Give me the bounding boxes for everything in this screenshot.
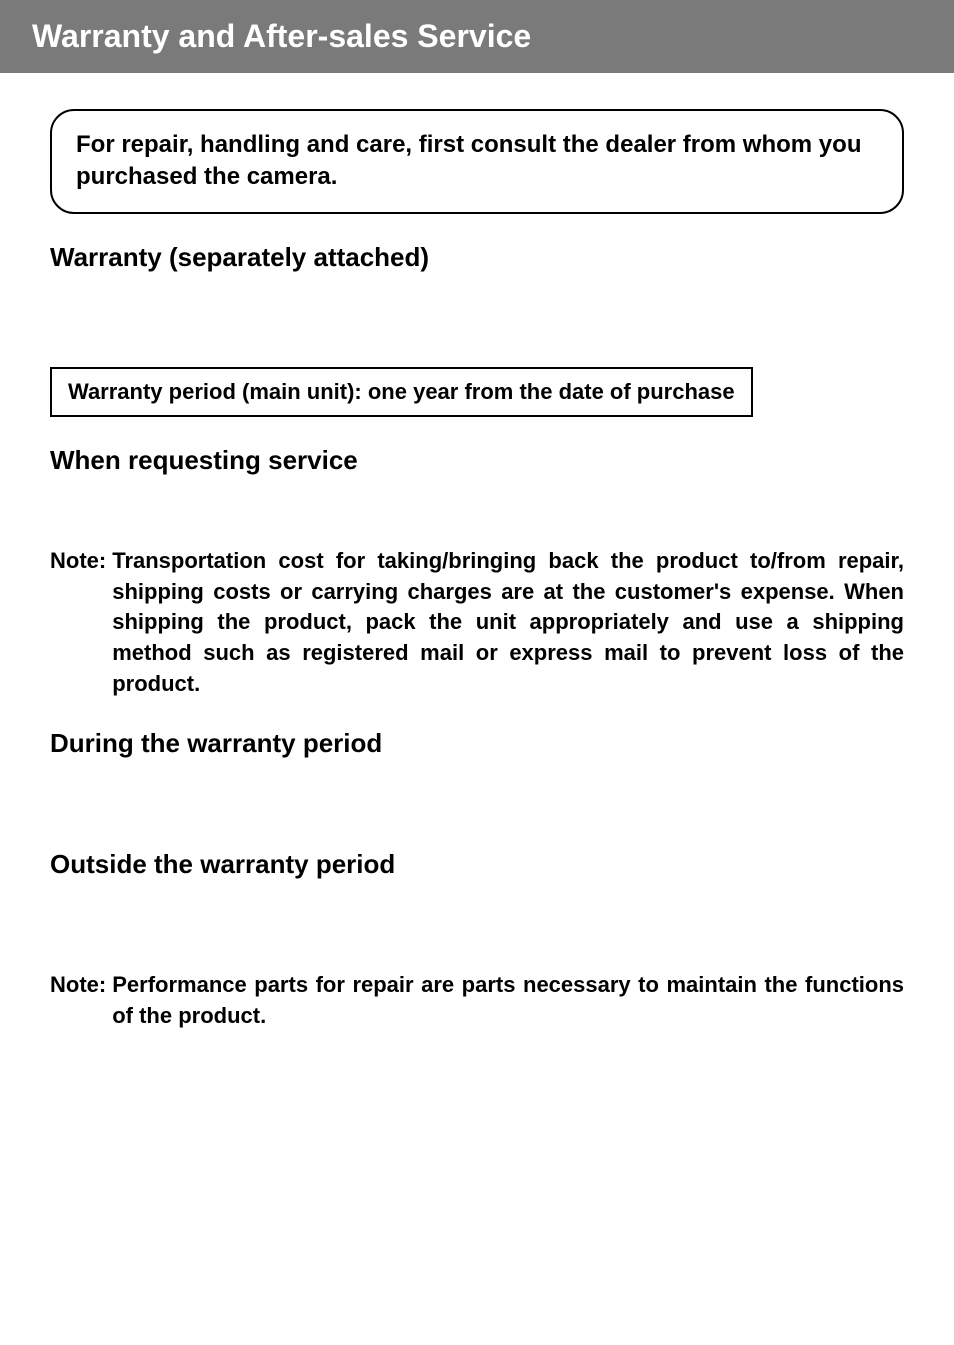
section-title-warranty: Warranty (separately attached) [50,242,904,273]
note-body: Performance parts for repair are parts n… [112,970,904,1032]
note-body: Transportation cost for taking/bringing … [112,546,904,700]
page-content: For repair, handling and care, first con… [0,73,954,1095]
section-title-requesting: When requesting service [50,445,904,476]
spacer [50,283,904,363]
section-title-during: During the warranty period [50,728,904,759]
note-label: Note: [50,546,112,700]
callout-box: For repair, handling and care, first con… [50,109,904,214]
note-label: Note: [50,970,112,1032]
spacer [50,890,904,970]
warranty-period-box: Warranty period (main unit): one year fr… [50,367,753,417]
warranty-period-text: Warranty period (main unit): one year fr… [68,379,735,404]
spacer [50,486,904,546]
page-title: Warranty and After-sales Service [32,18,531,54]
spacer [50,769,904,849]
section-title-outside: Outside the warranty period [50,849,904,880]
note-performance-parts: Note: Performance parts for repair are p… [50,970,904,1032]
note-transportation: Note: Transportation cost for taking/bri… [50,546,904,700]
callout-text: For repair, handling and care, first con… [76,131,861,190]
page-header: Warranty and After-sales Service [0,0,954,73]
